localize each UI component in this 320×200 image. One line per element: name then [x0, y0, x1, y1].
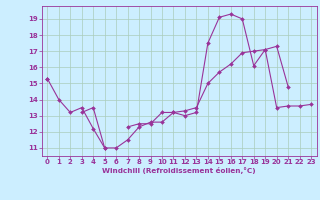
X-axis label: Windchill (Refroidissement éolien,°C): Windchill (Refroidissement éolien,°C) [102, 167, 256, 174]
